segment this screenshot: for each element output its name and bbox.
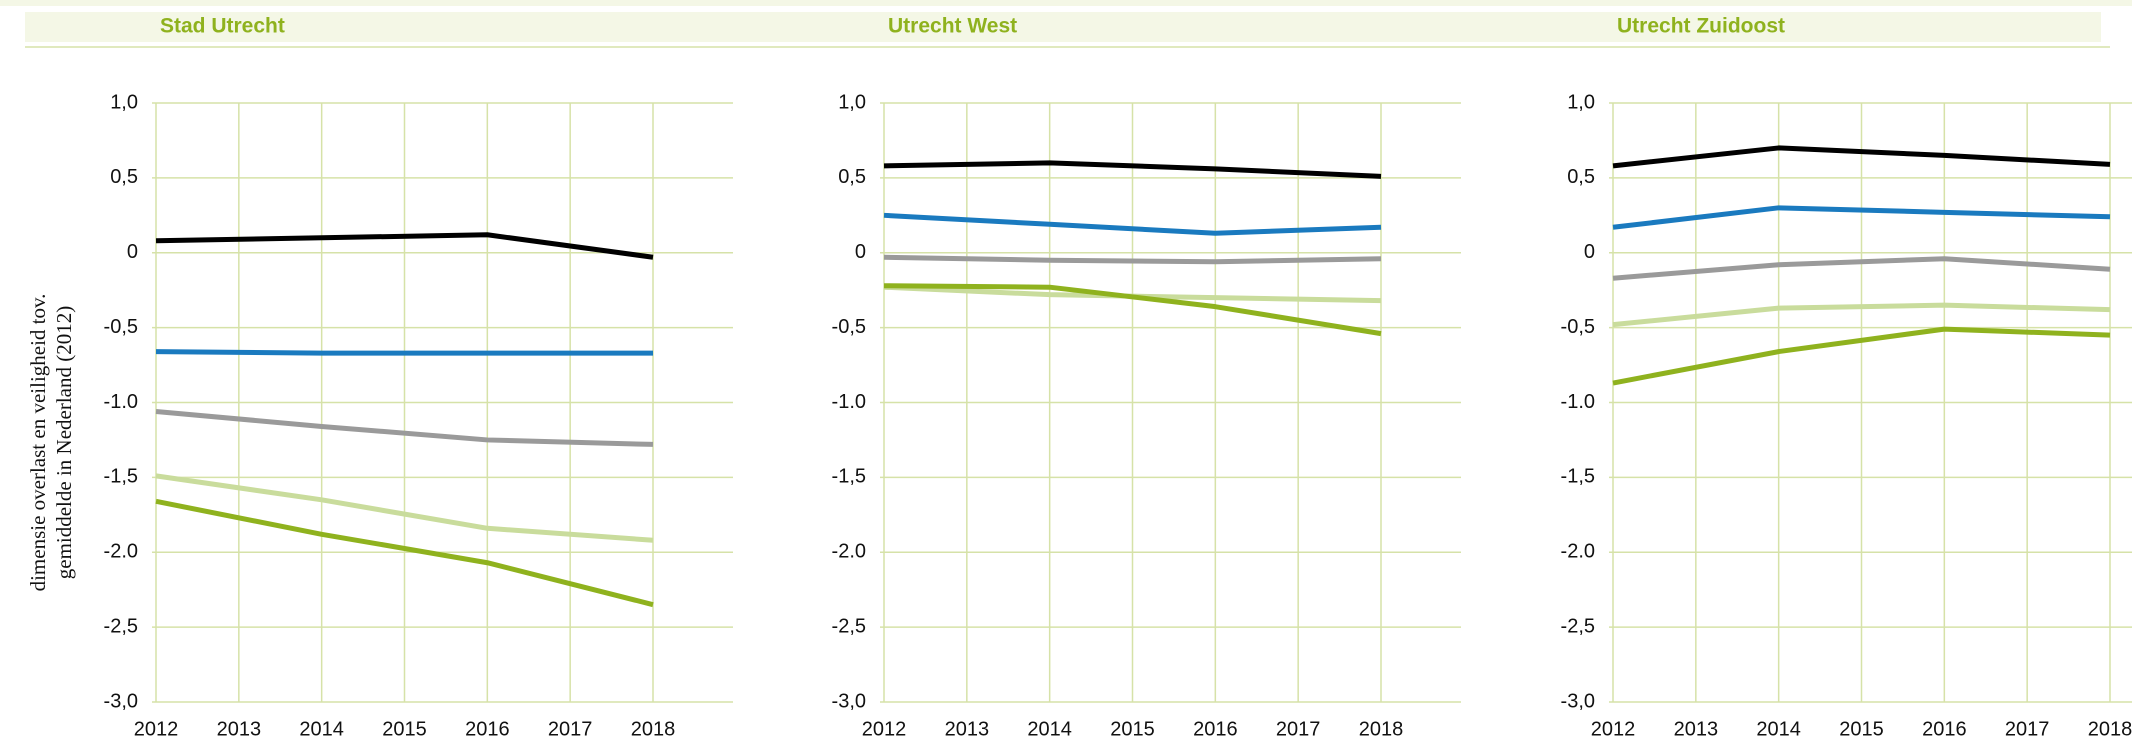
- x-tick-label: 2014: [1756, 718, 1801, 740]
- y-tick-label: 1,0: [838, 91, 866, 113]
- y-tick-label: -0,5: [1561, 316, 1595, 338]
- y-tick-label: -2,5: [832, 615, 866, 637]
- series-line: [1612, 302, 2111, 328]
- y-tick-label: 0,5: [838, 166, 866, 188]
- series-line: [155, 232, 654, 260]
- y-tick-label: 0,5: [110, 166, 138, 188]
- x-tick-label: 2018: [1359, 718, 1404, 740]
- series-line: [883, 254, 1382, 265]
- x-tick-label: 2016: [1922, 718, 1967, 740]
- y-axis-label: dimensie overlast en veiligheid tov. gemi…: [26, 294, 76, 592]
- x-tick-label: 2016: [1193, 718, 1238, 740]
- x-tick-label: 2013: [945, 718, 990, 740]
- y-tick-label: -2,5: [1561, 615, 1595, 637]
- y-tick-label: -1,5: [832, 466, 866, 488]
- x-tick-label: 2012: [1591, 718, 1636, 740]
- y-tick-label: -1.0: [1561, 391, 1595, 413]
- y-tick-label: -0,5: [104, 316, 138, 338]
- y-tick-label: -0,5: [832, 316, 866, 338]
- series-line: [883, 160, 1382, 179]
- x-tick-label: 2015: [1110, 718, 1155, 740]
- x-tick-label: 2013: [1674, 718, 1719, 740]
- top-strip: [0, 0, 2132, 6]
- x-tick-label: 2015: [382, 718, 427, 740]
- y-tick-label: -1,5: [104, 466, 138, 488]
- y-tick-label: 1,0: [1567, 91, 1595, 113]
- chart-title: Utrecht Zuidoost: [1617, 15, 1785, 38]
- series-line: [155, 349, 653, 356]
- chart-title: Utrecht West: [888, 15, 1017, 38]
- x-tick-label: 2014: [1027, 718, 1072, 740]
- y-tick-label: -3,0: [832, 690, 866, 712]
- y-axis-label-line: dimensie overlast en veiligheid tov.: [26, 294, 50, 592]
- y-tick-label: 0,5: [1567, 166, 1595, 188]
- y-axis-label-line: gemiddelde in Nederland (2012): [52, 306, 76, 580]
- series-line: [1612, 205, 2111, 230]
- title-band: [25, 12, 2101, 42]
- y-tick-label: -1.0: [832, 391, 866, 413]
- y-tick-label: -3,0: [1561, 690, 1595, 712]
- series-line: [1612, 145, 2111, 169]
- x-tick-label: 2017: [548, 718, 593, 740]
- y-tick-label: 0: [127, 241, 138, 263]
- series-line: [883, 283, 1382, 337]
- x-tick-label: 2016: [465, 718, 510, 740]
- y-tick-label: -2.0: [104, 541, 138, 563]
- series-line: [155, 408, 654, 447]
- y-tick-label: 1,0: [110, 91, 138, 113]
- x-tick-label: 2012: [134, 718, 179, 740]
- series-line: [1612, 256, 2111, 281]
- x-tick-label: 2013: [217, 718, 262, 740]
- x-tick-label: 2014: [299, 718, 344, 740]
- series-line: [1612, 326, 2111, 386]
- x-tick-label: 2017: [2005, 718, 2050, 740]
- x-tick-label: 2017: [1276, 718, 1321, 740]
- y-tick-label: -2,5: [104, 615, 138, 637]
- x-tick-label: 2012: [862, 718, 907, 740]
- series-line: [883, 212, 1382, 236]
- series-line: [155, 473, 654, 543]
- y-tick-label: -2.0: [832, 541, 866, 563]
- series-line: [155, 498, 654, 608]
- y-tick-label: -3,0: [104, 690, 138, 712]
- x-tick-label: 2018: [2088, 718, 2132, 740]
- y-tick-label: 0: [1584, 241, 1595, 263]
- x-tick-label: 2018: [631, 718, 676, 740]
- y-tick-label: -1.0: [104, 391, 138, 413]
- y-tick-label: -1,5: [1561, 466, 1595, 488]
- y-tick-label: 0: [855, 241, 866, 263]
- chart-title: Stad Utrecht: [160, 15, 285, 38]
- y-tick-label: -2.0: [1561, 541, 1595, 563]
- x-tick-label: 2015: [1839, 718, 1884, 740]
